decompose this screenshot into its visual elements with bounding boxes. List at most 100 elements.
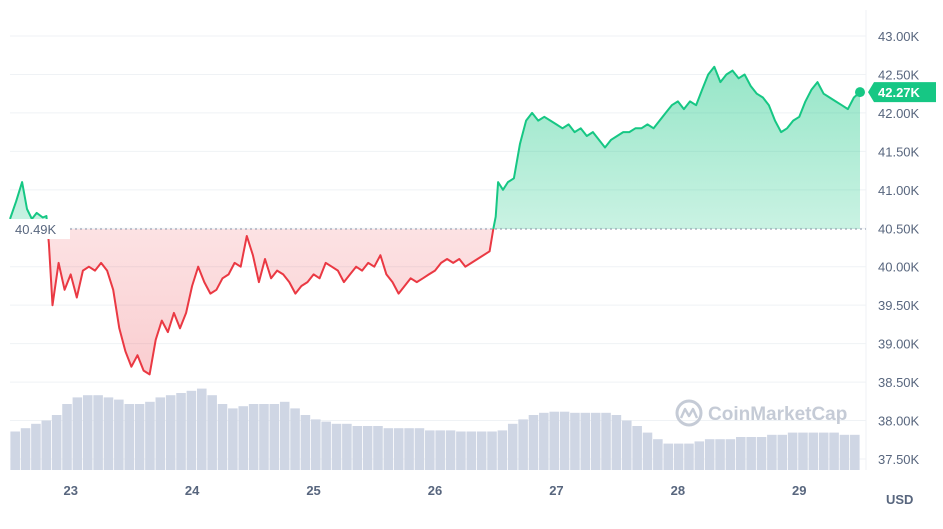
volume-bar xyxy=(767,434,777,470)
volume-bar xyxy=(373,426,383,470)
price-line-down xyxy=(46,229,495,376)
volume-bar xyxy=(570,412,580,470)
price-line xyxy=(9,65,861,376)
volume-bar xyxy=(621,420,632,470)
y-tick-label: 38.00K xyxy=(878,414,920,429)
volume-bar xyxy=(808,432,819,470)
current-price-dot xyxy=(855,87,865,98)
volume-bar xyxy=(217,404,228,470)
volume-bar xyxy=(725,439,736,470)
volume-bars xyxy=(10,388,860,470)
y-tick-label: 38.50K xyxy=(878,375,920,390)
x-tick-label: 28 xyxy=(671,483,685,498)
coinmarketcap-logo-wave xyxy=(679,407,699,419)
x-tick-label: 27 xyxy=(549,483,563,498)
y-tick-label: 42.00K xyxy=(878,106,920,121)
volume-bar xyxy=(176,393,186,470)
volume-bar xyxy=(787,432,798,470)
volume-bar xyxy=(124,404,134,470)
x-axis: 23 24 25 26 27 28 29 xyxy=(63,483,806,498)
volume-bar xyxy=(290,408,300,470)
volume-bar xyxy=(31,423,41,470)
y-tick-label: 40.00K xyxy=(878,260,920,275)
watermark-text: CoinMarketCap xyxy=(708,404,847,425)
price-area xyxy=(10,66,860,375)
current-price-text: 42.27K xyxy=(878,85,921,100)
volume-bar xyxy=(311,419,321,470)
volume-bar xyxy=(528,415,539,470)
volume-bar xyxy=(673,443,684,470)
volume-bar xyxy=(798,432,808,470)
volume-bar xyxy=(165,395,176,470)
volume-bar xyxy=(653,439,663,470)
coinmarketcap-logo-icon xyxy=(675,399,703,427)
volume-bar xyxy=(259,404,269,470)
x-tick-label: 26 xyxy=(428,483,442,498)
volume-bar xyxy=(632,426,642,470)
volume-bar xyxy=(487,431,497,470)
volume-bar xyxy=(383,428,394,470)
volume-bar xyxy=(414,428,425,470)
volume-bar xyxy=(756,437,767,470)
volume-bar xyxy=(746,437,756,470)
volume-bar xyxy=(580,412,591,470)
volume-bar xyxy=(559,411,570,470)
volume-bar xyxy=(51,415,62,470)
volume-bar xyxy=(507,423,518,470)
volume-bar xyxy=(715,439,725,470)
volume-bar xyxy=(207,395,217,470)
volume-bar xyxy=(331,423,342,470)
volume-bar xyxy=(642,432,653,470)
volume-bar xyxy=(456,431,466,470)
volume-bar xyxy=(601,412,611,470)
volume-bar xyxy=(72,397,83,470)
x-tick-label: 23 xyxy=(63,483,77,498)
volume-bar xyxy=(818,432,829,470)
volume-bar xyxy=(362,426,373,470)
volume-bar xyxy=(352,426,363,470)
y-tick-label: 39.50K xyxy=(878,298,920,313)
y-tick-label: 43.00K xyxy=(878,29,920,44)
y-axis: 43.00K 42.50K 42.00K 41.50K 41.00K 40.50K 40.0… xyxy=(878,29,920,467)
reference-label-text: 40.49K xyxy=(15,222,57,237)
volume-bar xyxy=(476,431,487,470)
volume-bar xyxy=(694,441,705,470)
y-tick-label: 37.50K xyxy=(878,452,920,467)
volume-bar xyxy=(279,401,290,470)
volume-bar xyxy=(62,404,72,470)
volume-bar xyxy=(41,420,52,470)
volume-bar xyxy=(248,404,259,470)
x-tick-label: 24 xyxy=(185,483,200,498)
volume-bar xyxy=(103,397,114,470)
reference-label: 40.49K xyxy=(10,219,70,240)
volume-bar xyxy=(663,443,674,470)
volume-bar xyxy=(539,412,549,470)
volume-bar xyxy=(20,428,31,470)
volume-bar xyxy=(393,428,404,470)
volume-bar xyxy=(186,390,197,470)
volume-bar xyxy=(269,404,280,470)
y-tick-label: 40.50K xyxy=(878,221,920,236)
volume-bar xyxy=(228,408,238,470)
watermark: CoinMarketCap xyxy=(675,399,847,427)
y-tick-label: 41.50K xyxy=(878,144,920,159)
volume-bar xyxy=(445,430,456,470)
reference-label-bg xyxy=(10,219,70,240)
volume-bar xyxy=(145,401,155,470)
volume-bar xyxy=(466,431,477,470)
volume-bar xyxy=(704,439,715,470)
y-tick-label: 41.00K xyxy=(878,183,920,198)
volume-bar xyxy=(590,412,601,470)
current-price-badge xyxy=(868,82,936,103)
x-tick-label: 29 xyxy=(792,483,806,498)
volume-bar xyxy=(611,415,622,470)
volume-bar xyxy=(839,434,850,470)
area-below-reference xyxy=(47,229,494,375)
x-tick-label: 25 xyxy=(306,483,320,498)
price-line-up xyxy=(9,65,861,230)
area-above-reference xyxy=(10,66,860,230)
volume-bar xyxy=(404,428,414,470)
volume-bar xyxy=(196,388,207,470)
